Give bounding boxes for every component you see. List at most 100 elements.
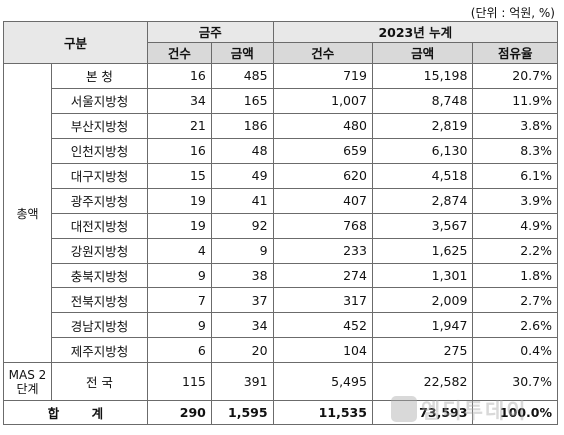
ytd-amount-cell: 2,009 [371, 287, 474, 314]
share-cell: 4.9% [472, 212, 558, 239]
row-label: 부산지방청 [50, 112, 148, 139]
header-share: 점유율 [472, 41, 558, 64]
week-amount-cell: 391 [210, 362, 274, 401]
ytd-count-cell: 452 [272, 312, 373, 339]
row-label: 전 국 [50, 362, 148, 401]
ytd-amount-cell: 6,130 [371, 137, 474, 164]
total-week-count: 290 [146, 399, 212, 426]
share-cell: 3.9% [472, 187, 558, 214]
week-amount-cell: 9 [210, 237, 274, 264]
unit-note: (단위 : 억원, %) [470, 6, 555, 20]
row-label: 충북지방청 [50, 262, 148, 289]
week-amount-cell: 37 [210, 287, 274, 314]
procurement-stats-table: 구분 금주 2023년 누계 건수 금액 건수 금액 점유율 총액 본 청 16… [3, 21, 559, 426]
total-label: 합 계 [3, 399, 148, 426]
table-row: 강원지방청 4 9 233 1,625 2.2% [4, 237, 558, 264]
ytd-amount-cell: 1,625 [371, 237, 474, 264]
row-label: 대전지방청 [50, 212, 148, 239]
header-this-week: 금주 [146, 21, 274, 43]
week-count-cell: 15 [146, 162, 212, 189]
ytd-count-cell: 768 [272, 212, 373, 239]
row-label: 제주지방청 [50, 337, 148, 364]
table-row: 부산지방청 21 186 480 2,819 3.8% [4, 112, 558, 139]
ytd-count-cell: 317 [272, 287, 373, 314]
week-count-cell: 9 [146, 262, 212, 289]
ytd-count-cell: 1,007 [272, 87, 373, 114]
table-row: 경남지방청 9 34 452 1,947 2.6% [4, 312, 558, 339]
share-cell: 6.1% [472, 162, 558, 189]
row-label: 경남지방청 [50, 312, 148, 339]
share-cell: 2.7% [472, 287, 558, 314]
group-total-amount: 총액 [3, 62, 52, 364]
ytd-amount-cell: 8,748 [371, 87, 474, 114]
ytd-count-cell: 620 [272, 162, 373, 189]
header-ytd-amount: 금액 [371, 41, 474, 64]
week-amount-cell: 49 [210, 162, 274, 189]
ytd-amount-cell: 22,582 [371, 362, 474, 401]
table-row: 제주지방청 6 20 104 275 0.4% [4, 337, 558, 364]
share-cell: 0.4% [472, 337, 558, 364]
share-cell: 8.3% [472, 137, 558, 164]
share-cell: 2.6% [472, 312, 558, 339]
header-week-amount: 금액 [210, 41, 274, 64]
share-cell: 2.2% [472, 237, 558, 264]
row-label: 서울지방청 [50, 87, 148, 114]
ytd-amount-cell: 275 [371, 337, 474, 364]
week-amount-cell: 92 [210, 212, 274, 239]
week-amount-cell: 20 [210, 337, 274, 364]
ytd-count-cell: 719 [272, 62, 373, 89]
week-count-cell: 4 [146, 237, 212, 264]
row-label: 광주지방청 [50, 187, 148, 214]
total-share: 100.0% [472, 399, 558, 426]
ytd-count-cell: 480 [272, 112, 373, 139]
share-cell: 11.9% [472, 87, 558, 114]
ytd-amount-cell: 2,874 [371, 187, 474, 214]
ytd-amount-cell: 3,567 [371, 212, 474, 239]
share-cell: 20.7% [472, 62, 558, 89]
week-amount-cell: 165 [210, 87, 274, 114]
ytd-count-cell: 659 [272, 137, 373, 164]
header-ytd: 2023년 누계 [272, 21, 559, 43]
table-row: 총액 본 청 16 485 719 15,198 20.7% [3, 62, 558, 364]
week-amount-cell: 485 [210, 62, 274, 89]
table-row: 서울지방청 34 165 1,007 8,748 11.9% [4, 87, 558, 114]
total-week-amount: 1,595 [210, 399, 274, 426]
ytd-count-cell: 407 [272, 187, 373, 214]
week-count-cell: 9 [146, 312, 212, 339]
header-week-count: 건수 [146, 41, 212, 64]
share-cell: 1.8% [472, 262, 558, 289]
ytd-amount-cell: 4,518 [371, 162, 474, 189]
ytd-count-cell: 233 [272, 237, 373, 264]
week-count-cell: 34 [146, 87, 212, 114]
ytd-count-cell: 5,495 [272, 362, 373, 401]
share-cell: 30.7% [472, 362, 558, 401]
header-ytd-count: 건수 [272, 41, 373, 64]
mas-row: MAS 2단계 전 국 115 391 5,495 22,582 30.7% [3, 362, 558, 401]
row-label: 강원지방청 [50, 237, 148, 264]
ytd-count-cell: 104 [272, 337, 373, 364]
week-count-cell: 115 [146, 362, 212, 401]
week-count-cell: 16 [146, 62, 212, 89]
table-row: 인천지방청 16 48 659 6,130 8.3% [4, 137, 558, 164]
total-row: 합 계 290 1,595 11,535 73,593 100.0% [3, 399, 558, 426]
week-amount-cell: 48 [210, 137, 274, 164]
table-row: 대구지방청 15 49 620 4,518 6.1% [4, 162, 558, 189]
total-ytd-count: 11,535 [272, 399, 373, 426]
row-label: 전북지방청 [50, 287, 148, 314]
ytd-amount-cell: 2,819 [371, 112, 474, 139]
week-count-cell: 16 [146, 137, 212, 164]
row-label: 인천지방청 [50, 137, 148, 164]
week-amount-cell: 41 [210, 187, 274, 214]
row-label: 대구지방청 [50, 162, 148, 189]
table-row: 충북지방청 9 38 274 1,301 1.8% [4, 262, 558, 289]
group-mas-stage2: MAS 2단계 [3, 362, 52, 401]
week-count-cell: 21 [146, 112, 212, 139]
table-row: 전북지방청 7 37 317 2,009 2.7% [4, 287, 558, 314]
week-count-cell: 7 [146, 287, 212, 314]
header-row-1: 구분 금주 2023년 누계 [3, 21, 559, 64]
week-amount-cell: 38 [210, 262, 274, 289]
ytd-amount-cell: 15,198 [371, 62, 474, 89]
ytd-count-cell: 274 [272, 262, 373, 289]
header-row-2: 건수 금액 건수 금액 점유율 [4, 41, 558, 64]
row-label: 본 청 [50, 62, 148, 89]
